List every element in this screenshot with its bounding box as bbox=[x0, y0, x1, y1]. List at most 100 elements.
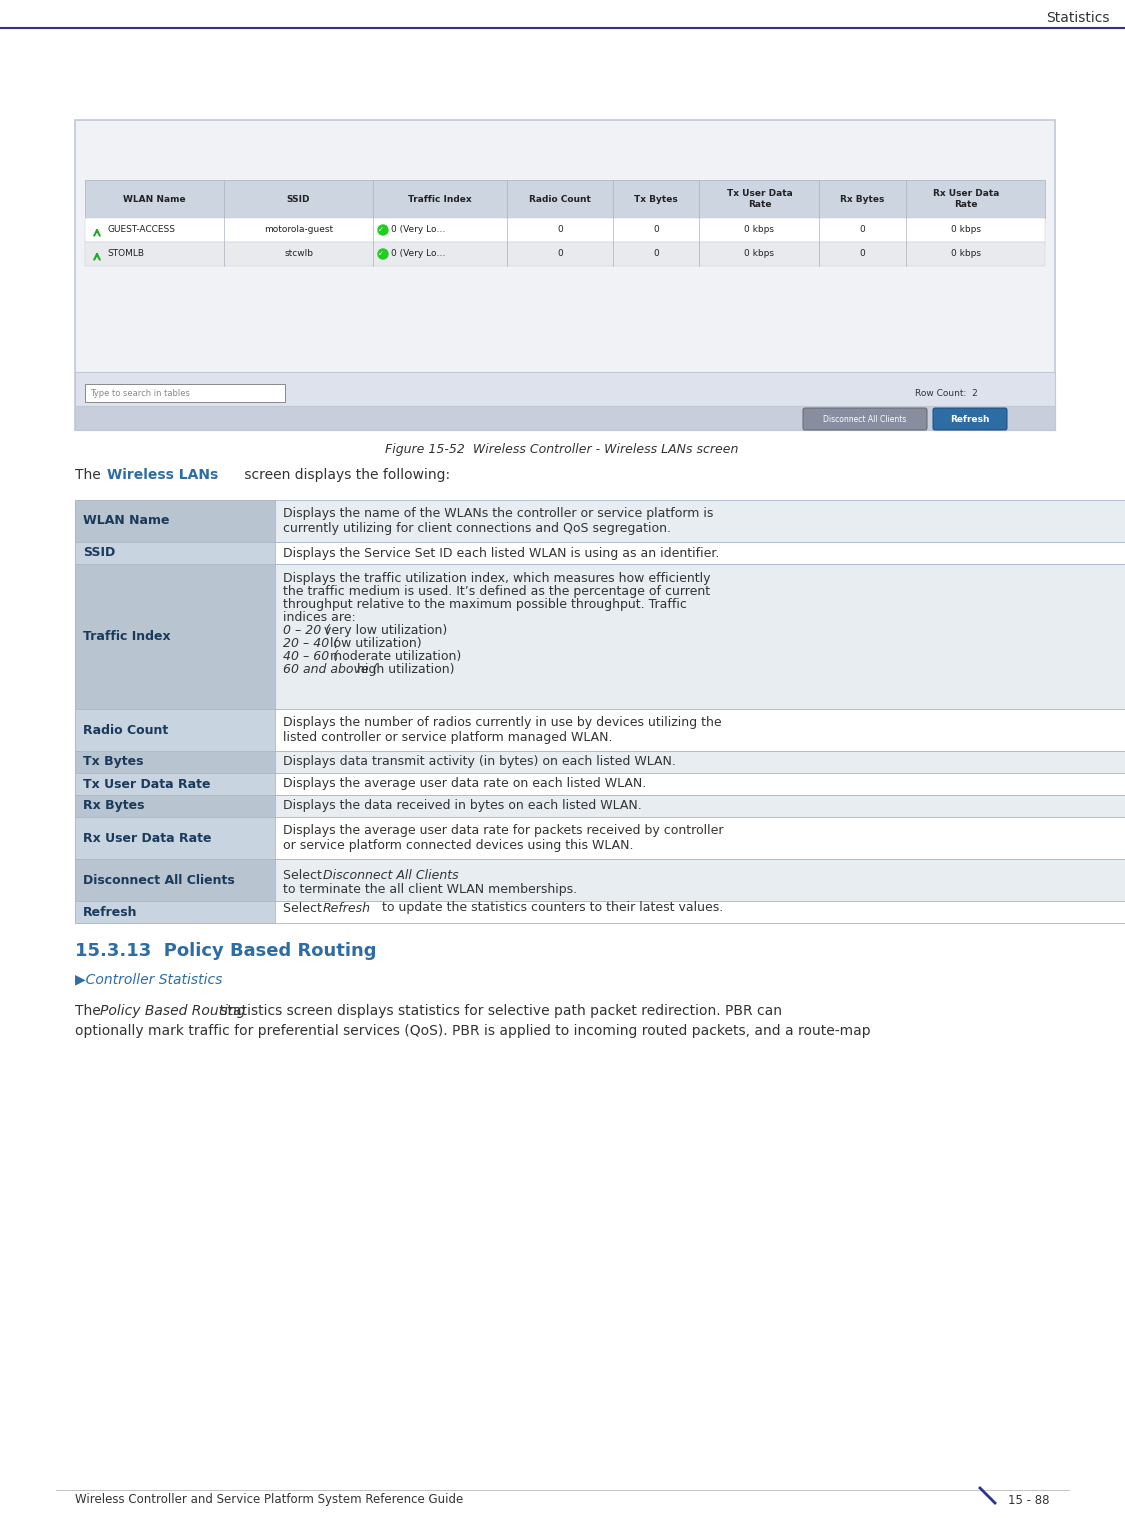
Text: SSID: SSID bbox=[83, 546, 115, 560]
Text: Radio Count: Radio Count bbox=[529, 194, 591, 203]
FancyBboxPatch shape bbox=[75, 773, 274, 795]
FancyBboxPatch shape bbox=[75, 773, 1125, 795]
Text: Wireless Controller and Service Platform System Reference Guide: Wireless Controller and Service Platform… bbox=[75, 1494, 463, 1506]
Text: Rx User Data Rate: Rx User Data Rate bbox=[83, 832, 212, 844]
Text: indices are:: indices are: bbox=[284, 612, 356, 624]
Text: The: The bbox=[75, 1003, 105, 1019]
Text: STOMLB: STOMLB bbox=[107, 249, 144, 258]
Text: Policy Based Routing: Policy Based Routing bbox=[100, 1003, 245, 1019]
FancyBboxPatch shape bbox=[75, 499, 1125, 542]
Text: Disconnect All Clients: Disconnect All Clients bbox=[323, 868, 459, 882]
Text: Disconnect All Clients: Disconnect All Clients bbox=[83, 873, 235, 887]
FancyBboxPatch shape bbox=[75, 709, 274, 751]
FancyBboxPatch shape bbox=[803, 408, 927, 430]
Text: Displays data transmit activity (in bytes) on each listed WLAN.: Displays data transmit activity (in byte… bbox=[284, 756, 676, 768]
Text: to update the statistics counters to their latest values.: to update the statistics counters to the… bbox=[378, 902, 723, 914]
Text: high utilization): high utilization) bbox=[357, 663, 454, 676]
Text: optionally mark traffic for preferential services (QoS). PBR is applied to incom: optionally mark traffic for preferential… bbox=[75, 1025, 871, 1038]
Text: 0 – 20 (: 0 – 20 ( bbox=[284, 624, 330, 638]
Text: 15.3.13  Policy Based Routing: 15.3.13 Policy Based Routing bbox=[75, 943, 377, 959]
Text: 0 kbps: 0 kbps bbox=[745, 249, 774, 258]
FancyBboxPatch shape bbox=[75, 709, 1125, 751]
FancyBboxPatch shape bbox=[75, 817, 1125, 859]
Text: 0 (Very Lo…: 0 (Very Lo… bbox=[392, 249, 446, 258]
Text: 0: 0 bbox=[557, 249, 564, 258]
FancyBboxPatch shape bbox=[75, 565, 1125, 709]
Text: ▶Controller Statistics: ▶Controller Statistics bbox=[75, 972, 223, 987]
Text: Rx Bytes: Rx Bytes bbox=[840, 194, 884, 203]
Text: Select: Select bbox=[284, 902, 326, 914]
Text: Radio Count: Radio Count bbox=[83, 724, 169, 736]
FancyBboxPatch shape bbox=[86, 219, 1045, 241]
Text: Tx Bytes: Tx Bytes bbox=[83, 756, 144, 768]
Text: Displays the traffic utilization index, which measures how efficiently: Displays the traffic utilization index, … bbox=[284, 572, 711, 584]
Text: Refresh: Refresh bbox=[323, 902, 371, 914]
FancyBboxPatch shape bbox=[75, 542, 1125, 565]
Text: Displays the average user data rate on each listed WLAN.: Displays the average user data rate on e… bbox=[284, 777, 646, 791]
Text: SSID: SSID bbox=[287, 194, 310, 203]
FancyBboxPatch shape bbox=[86, 181, 1045, 219]
Circle shape bbox=[378, 249, 388, 260]
Text: Displays the number of radios currently in use by devices utilizing the
listed c: Displays the number of radios currently … bbox=[284, 716, 721, 744]
Text: 0 kbps: 0 kbps bbox=[745, 226, 774, 234]
Text: 40 – 60 (: 40 – 60 ( bbox=[284, 650, 339, 663]
Text: Disconnect All Clients: Disconnect All Clients bbox=[824, 414, 907, 424]
FancyBboxPatch shape bbox=[75, 817, 274, 859]
Text: Displays the average user data rate for packets received by controller
or servic: Displays the average user data rate for … bbox=[284, 824, 723, 852]
Text: 0 kbps: 0 kbps bbox=[951, 249, 981, 258]
FancyBboxPatch shape bbox=[86, 384, 285, 402]
Circle shape bbox=[378, 225, 388, 235]
FancyBboxPatch shape bbox=[75, 751, 1125, 773]
Text: 0: 0 bbox=[860, 249, 865, 258]
Text: Figure 15-52  Wireless Controller - Wireless LANs screen: Figure 15-52 Wireless Controller - Wirel… bbox=[385, 443, 739, 457]
Text: GUEST-ACCESS: GUEST-ACCESS bbox=[107, 226, 176, 234]
FancyBboxPatch shape bbox=[75, 795, 274, 817]
FancyBboxPatch shape bbox=[933, 408, 1007, 430]
Text: Refresh: Refresh bbox=[83, 906, 137, 918]
Text: motorola-guest: motorola-guest bbox=[264, 226, 333, 234]
Text: to terminate the all client WLAN memberships.: to terminate the all client WLAN members… bbox=[284, 883, 577, 896]
Text: Wireless LANs: Wireless LANs bbox=[107, 468, 218, 483]
Text: The: The bbox=[75, 468, 105, 483]
FancyBboxPatch shape bbox=[75, 565, 274, 709]
FancyBboxPatch shape bbox=[75, 751, 274, 773]
Text: moderate utilization): moderate utilization) bbox=[330, 650, 461, 663]
Text: 0 (Very Lo…: 0 (Very Lo… bbox=[392, 226, 446, 234]
Text: Displays the Service Set ID each listed WLAN is using as an identifier.: Displays the Service Set ID each listed … bbox=[284, 546, 719, 560]
Text: 0: 0 bbox=[654, 249, 659, 258]
Text: Traffic Index: Traffic Index bbox=[408, 194, 472, 203]
Text: Traffic Index: Traffic Index bbox=[83, 630, 171, 644]
Text: stcwlb: stcwlb bbox=[285, 249, 313, 258]
Text: 0: 0 bbox=[557, 226, 564, 234]
Text: Rx User Data
Rate: Rx User Data Rate bbox=[933, 190, 999, 208]
Text: Statistics: Statistics bbox=[1046, 11, 1110, 24]
FancyBboxPatch shape bbox=[75, 902, 1125, 923]
FancyBboxPatch shape bbox=[75, 859, 1125, 902]
Text: the traffic medium is used. It’s defined as the percentage of current: the traffic medium is used. It’s defined… bbox=[284, 584, 710, 598]
Text: statistics screen displays statistics for selective path packet redirection. PBR: statistics screen displays statistics fo… bbox=[216, 1003, 782, 1019]
Text: ✓: ✓ bbox=[378, 228, 384, 232]
FancyBboxPatch shape bbox=[75, 405, 1055, 430]
Text: Displays the data received in bytes on each listed WLAN.: Displays the data received in bytes on e… bbox=[284, 800, 641, 812]
Text: 0 kbps: 0 kbps bbox=[951, 226, 981, 234]
Text: Select: Select bbox=[284, 868, 326, 882]
Text: Type to search in tables: Type to search in tables bbox=[90, 389, 190, 398]
Text: WLAN Name: WLAN Name bbox=[124, 194, 186, 203]
FancyBboxPatch shape bbox=[75, 499, 274, 542]
Text: ✓: ✓ bbox=[378, 250, 384, 257]
Text: Rx Bytes: Rx Bytes bbox=[83, 800, 144, 812]
Text: WLAN Name: WLAN Name bbox=[83, 515, 170, 527]
Text: throughput relative to the maximum possible throughput. Traffic: throughput relative to the maximum possi… bbox=[284, 598, 687, 612]
FancyBboxPatch shape bbox=[86, 241, 1045, 266]
Text: 0: 0 bbox=[654, 226, 659, 234]
Text: Displays the name of the WLANs the controller or service platform is
currently u: Displays the name of the WLANs the contr… bbox=[284, 507, 713, 534]
Text: 15 - 88: 15 - 88 bbox=[1008, 1494, 1050, 1506]
Text: 20 – 40 (: 20 – 40 ( bbox=[284, 638, 339, 650]
FancyBboxPatch shape bbox=[75, 795, 1125, 817]
Text: 0: 0 bbox=[860, 226, 865, 234]
Text: Row Count:  2: Row Count: 2 bbox=[915, 389, 978, 398]
Text: Refresh: Refresh bbox=[951, 414, 990, 424]
Text: Tx User Data
Rate: Tx User Data Rate bbox=[727, 190, 792, 208]
Text: low utilization): low utilization) bbox=[330, 638, 421, 650]
Text: Tx User Data Rate: Tx User Data Rate bbox=[83, 777, 210, 791]
